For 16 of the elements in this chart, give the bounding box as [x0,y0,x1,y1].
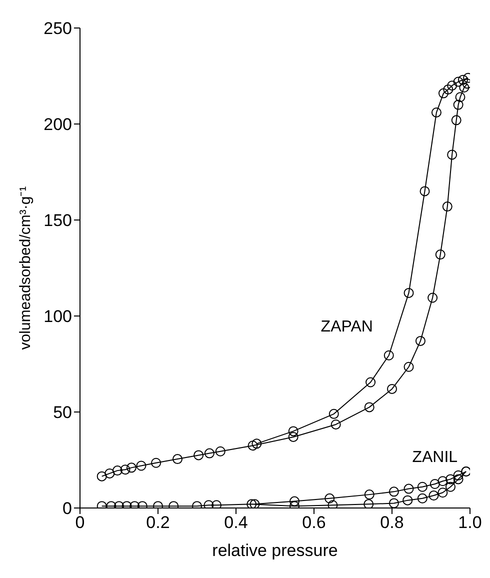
y-tick-label: 50 [53,403,72,422]
y-tick-label: 200 [44,115,72,134]
x-tick-label: 0.8 [380,513,404,532]
series-label: ZANIL [412,449,458,466]
y-axis-title: volumeadsorbed/cm³·g⁻¹ [17,186,34,350]
x-tick-label: 0.4 [224,513,248,532]
x-axis-title: relative pressure [212,541,338,560]
y-tick-label: 250 [44,19,72,38]
x-tick-label: 0.6 [302,513,326,532]
y-tick-label: 100 [44,307,72,326]
x-tick-label: 0 [75,513,85,532]
x-tick-label: 0.2 [146,513,170,532]
series-label: ZAPAN [320,318,373,336]
x-tick-label: 1.0 [458,513,482,532]
y-tick-label: 0 [62,499,72,518]
y-tick-label: 150 [44,211,72,230]
